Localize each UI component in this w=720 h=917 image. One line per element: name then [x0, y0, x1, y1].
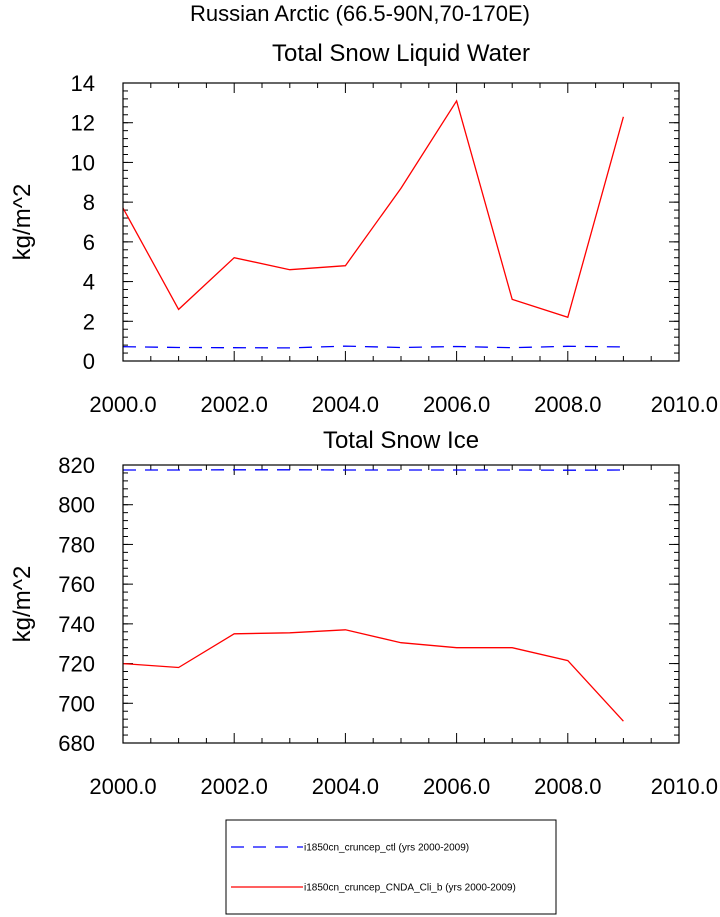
y-tick-label: 700 — [58, 691, 95, 716]
y-axis-label: kg/m^2 — [9, 566, 36, 643]
x-tick-label: 2008.0 — [534, 774, 601, 799]
page-title: Russian Arctic (66.5-90N,70-170E) — [190, 1, 530, 26]
y-tick-label: 6 — [83, 230, 95, 255]
y-tick-label: 8 — [83, 190, 95, 215]
y-axis-label: kg/m^2 — [9, 184, 36, 261]
x-tick-label: 2010.0 — [651, 392, 718, 417]
x-tick-label: 2002.0 — [201, 774, 268, 799]
y-tick-label: 720 — [58, 652, 95, 677]
legend-label: i1850cn_cruncep_CNDA_Cli_b (yrs 2000-200… — [304, 883, 516, 894]
y-tick-label: 820 — [58, 453, 95, 478]
series-line-cnda — [122, 629, 624, 722]
y-tick-label: 800 — [58, 493, 95, 518]
chart-title: Total Snow Ice — [323, 427, 479, 454]
plot-frame — [122, 464, 680, 744]
chart-1: Total Snow Liquid Water kg/m^2 2000.0 2002.… — [9, 40, 718, 417]
plot-frame — [122, 82, 680, 362]
x-tick-label: 2002.0 — [201, 392, 268, 417]
x-tick-label: 2004.0 — [312, 774, 379, 799]
y-tick-label: 0 — [83, 349, 95, 374]
x-tick-label: 2000.0 — [89, 774, 156, 799]
x-tick-label: 2000.0 — [89, 392, 156, 417]
y-tick-label: 760 — [58, 572, 95, 597]
y-tick-label: 14 — [71, 71, 95, 96]
y-tick-label: 780 — [58, 532, 95, 557]
y-tick-label: 740 — [58, 612, 95, 637]
legend-label: i1850cn_cruncep_ctl (yrs 2000-2009) — [304, 843, 469, 854]
y-tick-label: 4 — [83, 270, 95, 295]
series-line-ctl — [122, 345, 624, 349]
x-tick-label: 2010.0 — [651, 774, 718, 799]
x-tick-label: 2004.0 — [312, 392, 379, 417]
y-tick-label: 2 — [83, 309, 95, 334]
x-tick-label: 2006.0 — [423, 392, 490, 417]
series-line-cnda — [122, 99, 625, 319]
chart-title: Total Snow Liquid Water — [272, 40, 530, 67]
x-tick-label: 2006.0 — [423, 774, 490, 799]
y-tick-label: 10 — [71, 150, 95, 175]
x-tick-label: 2008.0 — [534, 392, 601, 417]
y-tick-label: 680 — [58, 731, 95, 756]
legend-frame — [225, 819, 557, 915]
y-tick-label: 12 — [71, 111, 95, 136]
chart-2: Total Snow Ice kg/m^2 2000.0 2002.0 2004.0 20… — [9, 427, 718, 799]
legend: i1850cn_cruncep_ctl (yrs 2000-2009) i1850… — [225, 819, 557, 915]
